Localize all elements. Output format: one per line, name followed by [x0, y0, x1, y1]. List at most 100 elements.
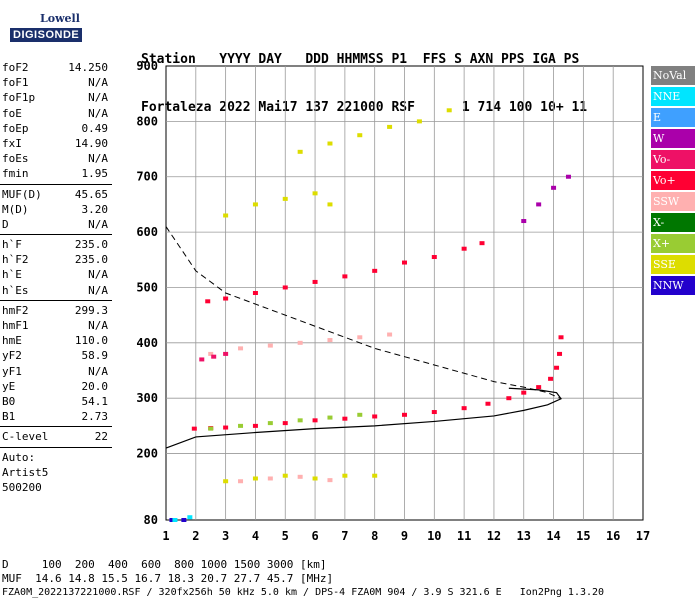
trace-point	[181, 518, 187, 522]
param-value: N/A	[88, 106, 108, 120]
param-value: N/A	[88, 217, 108, 231]
y-tick-label: 600	[136, 225, 158, 239]
param-value: N/A	[88, 319, 108, 332]
auto-scaling-line: Artist5	[0, 465, 112, 480]
param-value: 14.90	[74, 136, 108, 150]
param-value: 235.0	[74, 238, 108, 252]
param-row: C-level 22	[0, 429, 112, 444]
trace-point	[402, 412, 407, 417]
param-name: foEp	[2, 121, 29, 135]
x-tick-label: 14	[546, 529, 560, 543]
param-name: foF2	[2, 61, 29, 74]
x-tick-label: 16	[606, 529, 620, 543]
trace-point	[554, 365, 560, 370]
param-value: 58.9	[81, 349, 109, 363]
param-divider	[0, 446, 112, 448]
auto-scaling-line: Auto:	[0, 450, 112, 465]
param-row: yF1 N/A	[0, 364, 112, 379]
trace-point	[461, 406, 467, 411]
trace-point	[372, 268, 378, 273]
trace-point	[267, 476, 273, 481]
param-name: D	[2, 217, 9, 231]
param-row: B0 54.1	[0, 394, 112, 409]
param-value: 22	[94, 430, 108, 444]
trace-point	[357, 412, 363, 417]
param-name: hmF1	[2, 319, 29, 332]
x-tick-label: 1	[162, 529, 169, 543]
x-tick-label: 4	[252, 529, 259, 543]
footer-muf-line: MUF 14.6 14.8 15.5 16.7 18.3 20.7 27.7 4…	[2, 572, 334, 585]
trace-point	[211, 354, 217, 359]
trace-point	[536, 202, 542, 207]
x-tick-label: 12	[487, 529, 501, 543]
param-value: 54.1	[81, 394, 109, 408]
param-name: foEs	[2, 152, 29, 166]
legend-item: Vo-	[651, 150, 695, 169]
trace-point	[536, 385, 542, 390]
legend-item: SSE	[651, 255, 695, 274]
auto-text: Artist5	[2, 465, 49, 479]
lowell-digisonde-logo: Lowell DIGISONDE	[6, 8, 83, 48]
trace-point	[238, 479, 244, 484]
trace-point	[282, 196, 288, 201]
y-tick-label: 500	[136, 280, 158, 294]
trace-point	[521, 219, 527, 224]
param-name: foE	[2, 106, 22, 120]
param-row: foEp 0.49	[0, 121, 112, 136]
param-name: B0	[2, 394, 16, 408]
param-value: 2.73	[81, 410, 109, 424]
legend-item: X+	[651, 234, 695, 253]
trace-point	[387, 332, 393, 337]
trace-point	[223, 296, 229, 301]
x-tick-label: 11	[457, 529, 471, 543]
param-row: foF2 14.250	[0, 60, 112, 75]
param-value: 14.250	[68, 61, 108, 74]
x-tick-label: 3	[222, 529, 229, 543]
legend: NoVal NNE E W Vo- Vo+ SSW X- X+ SSE NNW	[651, 66, 695, 297]
legend-item: NNW	[651, 276, 695, 295]
param-value: N/A	[88, 91, 108, 105]
trace-point	[357, 133, 363, 138]
trace-point	[208, 426, 214, 431]
y-tick-label: 200	[136, 447, 158, 461]
param-name: hmF2	[2, 303, 29, 317]
x-tick-label: 9	[401, 529, 408, 543]
trace-point	[238, 346, 244, 351]
trace-point	[327, 141, 333, 146]
trace-point	[327, 415, 333, 420]
parameter-panel: foF2 14.250 foF1 N/A foF1p N/A foE N/A foEp 0.49 f…	[0, 60, 112, 495]
param-row: hmE 110.0	[0, 333, 112, 348]
param-row: foE N/A	[0, 106, 112, 121]
param-row: foF1 N/A	[0, 75, 112, 90]
trace-point	[205, 299, 211, 304]
trace-point	[565, 174, 571, 179]
trace-point	[431, 255, 437, 260]
legend-item: NoVal	[651, 66, 695, 85]
param-row: foF1p N/A	[0, 90, 112, 105]
param-row: h`F 235.0	[0, 237, 112, 252]
param-name: foF1	[2, 76, 29, 90]
trace-point	[267, 343, 273, 348]
y-tick-label: 900	[136, 59, 158, 73]
param-row: yE 20.0	[0, 379, 112, 394]
y-tick-label: 300	[136, 391, 158, 405]
auto-scaling-line: 500200	[0, 480, 112, 495]
param-name: yE	[2, 379, 16, 393]
param-name: h`F	[2, 238, 22, 252]
param-row: D N/A	[0, 217, 112, 232]
legend-item: W	[651, 129, 695, 148]
legend-item: NNE	[651, 87, 695, 106]
legend-item: E	[651, 108, 695, 127]
y-tick-label: 800	[136, 114, 158, 128]
x-tick-label: 10	[427, 529, 441, 543]
param-value: N/A	[88, 76, 108, 90]
trace-point	[342, 274, 348, 279]
trace-point	[223, 213, 229, 218]
trace-point	[327, 338, 333, 343]
auto-text: Auto:	[2, 450, 36, 464]
param-row: h`F2 235.0	[0, 252, 112, 267]
electron-density-profile-dashed	[165, 226, 562, 400]
param-row: B1 2.73	[0, 409, 112, 424]
header-line1: Station YYYY DAY DDD HHMMSS P1 FFS S AXN…	[141, 52, 580, 67]
